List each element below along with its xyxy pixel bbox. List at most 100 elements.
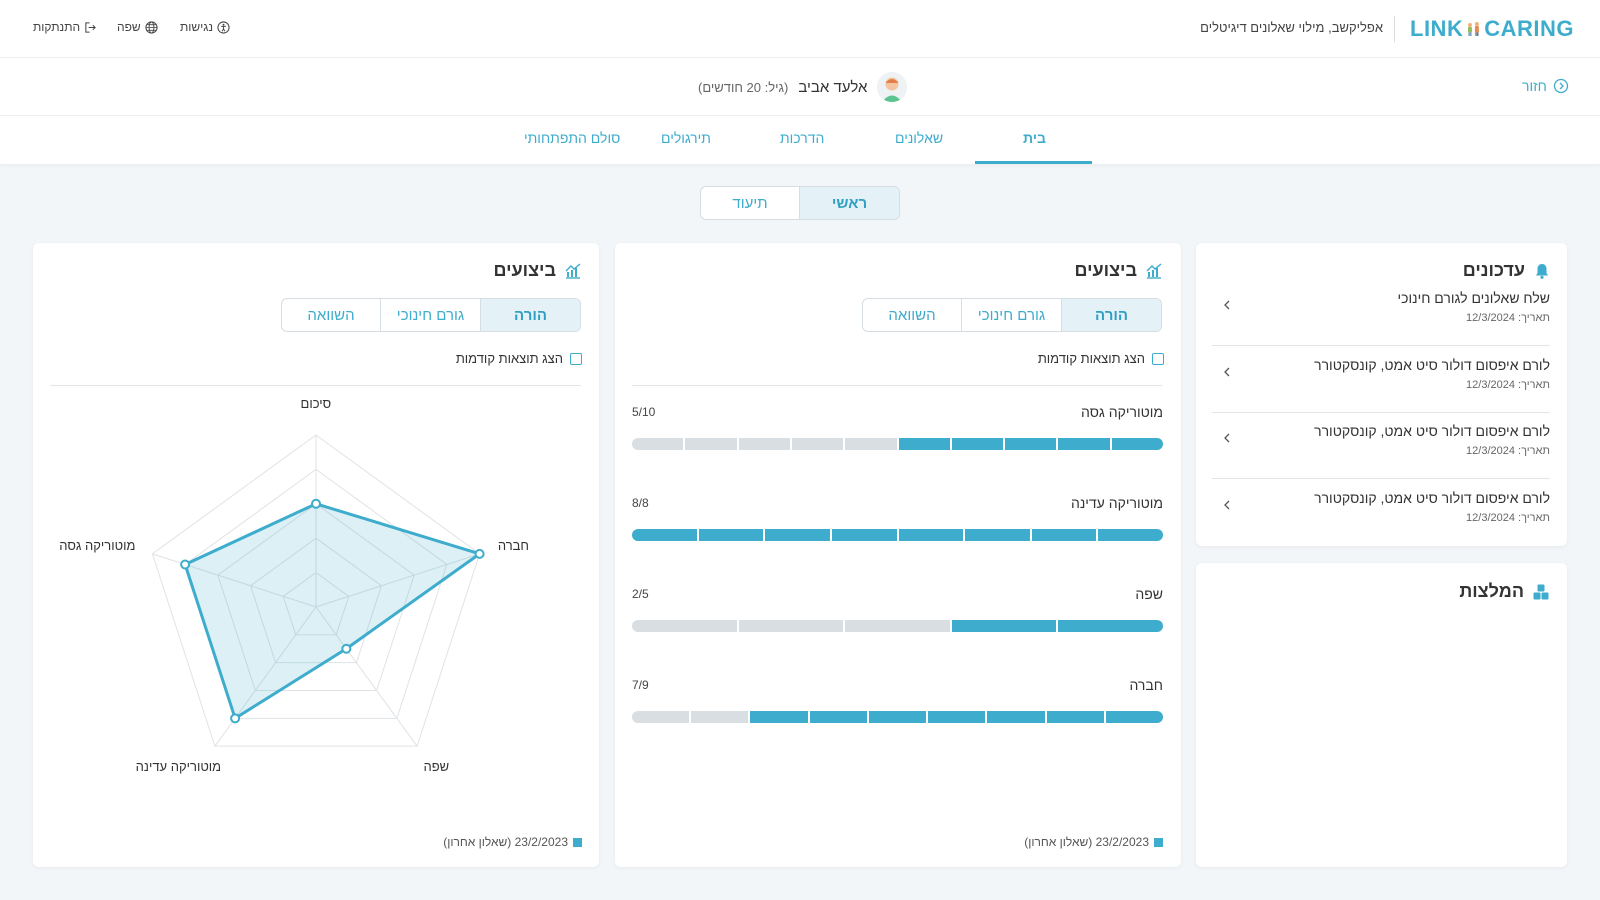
progress-segment	[987, 711, 1045, 723]
progress-segment	[965, 529, 1030, 541]
progress-segment	[1046, 711, 1104, 723]
tab-development-scale[interactable]: סולם התפתחותי	[524, 130, 621, 146]
toggle-educator[interactable]: גורם חינוכי	[380, 299, 480, 331]
performance-bars-title: ביצועים	[1074, 260, 1163, 281]
bars-divider	[632, 385, 1162, 386]
metric-label: מוטוריקה גסה	[1080, 404, 1163, 420]
logout-icon	[85, 21, 96, 33]
performance-bars-card	[615, 243, 1181, 867]
radar-spoke	[214, 606, 317, 747]
chevron-left-icon	[1224, 433, 1230, 443]
chevron-left-icon	[1224, 300, 1230, 310]
show-previous-checkbox-bars[interactable]: הצג תוצאות קודמות	[1038, 351, 1164, 366]
toggle-compare[interactable]: השוואה	[307, 306, 355, 324]
accessibility-link[interactable]: נגישות	[180, 20, 230, 34]
progress-segment	[951, 438, 1004, 450]
progress-segment	[845, 620, 950, 632]
metric-score: 7/9	[632, 678, 649, 692]
toggle-primary[interactable]: ראשי	[799, 187, 899, 219]
update-date: תאריך: 12/3/2024	[1466, 445, 1550, 457]
logo-caring-text: CARING	[1484, 16, 1574, 41]
checkbox[interactable]	[1152, 352, 1164, 365]
recommendations-title-text: המלצות	[1459, 581, 1524, 601]
radar-point	[341, 643, 352, 654]
radar-legend: 23/2/2023 (שאלון אחרון)	[443, 835, 582, 849]
metric-label: מוטוריקה עדינה	[1070, 495, 1163, 511]
update-date: תאריך: 12/3/2024	[1466, 312, 1550, 324]
chevron-left-icon	[1224, 500, 1230, 510]
progress-segment	[1031, 529, 1097, 541]
chart-growth-icon	[565, 262, 581, 279]
tab-exercises[interactable]: תירגולים	[661, 130, 711, 146]
radar-chart	[151, 434, 485, 747]
accessibility-label: נגישות	[180, 20, 214, 34]
radar-axis-label: מוטוריקה גסה	[59, 538, 136, 554]
cubes-icon	[1533, 584, 1549, 599]
back-label: חזור	[1522, 78, 1547, 94]
language-link[interactable]: שפה	[117, 20, 158, 34]
update-item[interactable]: שלח שאלונים לגורם חינוכי תאריך: 12/3/202…	[1212, 280, 1550, 346]
progress-segment	[868, 711, 927, 723]
update-text: שלח שאלונים לגורם חינוכי	[1397, 290, 1551, 306]
radar-series-area	[183, 502, 482, 720]
progress-segment	[738, 620, 844, 632]
radar-axis-label: מוטוריקה עדינה	[135, 759, 222, 775]
performance-bars-title-text: ביצועים	[1074, 260, 1137, 280]
logo-link-text: LINK	[1410, 16, 1464, 41]
legend-text: 23/2/2023 (שאלון אחרון)	[1024, 835, 1149, 849]
progress-segment	[791, 438, 844, 450]
globe-icon	[145, 20, 158, 34]
active-tab-indicator	[975, 161, 1092, 164]
show-previous-checkbox-radar[interactable]: הצג תוצאות קודמות	[456, 351, 582, 366]
radar-grid-ring	[249, 537, 383, 664]
radar-axis-label: סיכום	[300, 396, 332, 411]
update-date: תאריך: 12/3/2024	[1466, 512, 1550, 524]
update-item[interactable]: לורם איפסום דולור סיט אמט, קונסקטורר תאר…	[1212, 480, 1550, 546]
logo[interactable]: LINK CARING	[1410, 12, 1574, 46]
child-info: אלעד אביב (גיל: 20 חודשים)	[698, 72, 908, 102]
performance-radar-title: ביצועים	[493, 260, 582, 281]
update-item[interactable]: לורם איפסום דולור סיט אמט, קונסקטורר תאר…	[1212, 347, 1550, 413]
progress-segment	[1005, 438, 1057, 450]
circle-chevron-icon	[1553, 78, 1569, 94]
progress-segment	[831, 529, 897, 541]
bars-legend: 23/2/2023 (שאלון אחרון)	[1024, 835, 1163, 849]
chevron-left-icon	[1224, 367, 1230, 377]
updates-title-text: עדכונים	[1462, 260, 1525, 280]
metric-score: 2/5	[632, 587, 649, 601]
update-text: לורם איפסום דולור סיט אמט, קונסקטורר	[1314, 490, 1550, 506]
progress-segment	[951, 620, 1057, 632]
progress-segment	[632, 529, 697, 541]
respondent-toggle-radar: הורה גורם חינוכי השוואה	[281, 298, 581, 332]
tab-questionnaires[interactable]: שאלונים	[895, 130, 944, 146]
toggle-parent[interactable]: הורה	[1061, 299, 1161, 331]
progress-segment	[1105, 711, 1163, 723]
child-age: (גיל: 20 חודשים)	[698, 79, 789, 95]
show-previous-label: הצג תוצאות קודמות	[1037, 351, 1145, 366]
radar-grid-ring	[217, 503, 415, 691]
checkbox[interactable]	[570, 352, 582, 365]
toggle-documentation[interactable]: תיעוד	[732, 194, 768, 212]
updates-title: עדכונים	[1463, 260, 1551, 281]
toggle-parent[interactable]: הורה	[480, 299, 580, 331]
update-item[interactable]: לורם איפסום דולור סיט אמט, קונסקטורר תאר…	[1212, 413, 1550, 479]
toggle-compare[interactable]: השוואה	[888, 306, 936, 324]
update-text: לורם איפסום דולור סיט אמט, קונסקטורר	[1314, 357, 1550, 373]
tab-home[interactable]: בית	[1023, 130, 1046, 146]
progress-segment	[698, 529, 764, 541]
legend-text: 23/2/2023 (שאלון אחרון)	[443, 835, 568, 849]
progress-segment	[928, 711, 986, 723]
language-label: שפה	[117, 20, 141, 34]
avatar	[877, 72, 908, 102]
progress-segment	[809, 711, 867, 723]
child-avatar-icon	[877, 72, 908, 102]
back-button[interactable]: חזור	[1522, 78, 1569, 94]
toggle-educator[interactable]: גורם חינוכי	[961, 299, 1061, 331]
show-previous-label: הצג תוצאות קודמות	[455, 351, 563, 366]
logout-link[interactable]: התנתקות	[33, 20, 97, 34]
child-name: אלעד אביב	[798, 78, 868, 96]
tab-guidance[interactable]: הדרכות	[780, 130, 825, 146]
progress-segment	[685, 438, 737, 450]
metric-progress-bar	[632, 711, 1163, 723]
progress-segment	[632, 620, 737, 632]
